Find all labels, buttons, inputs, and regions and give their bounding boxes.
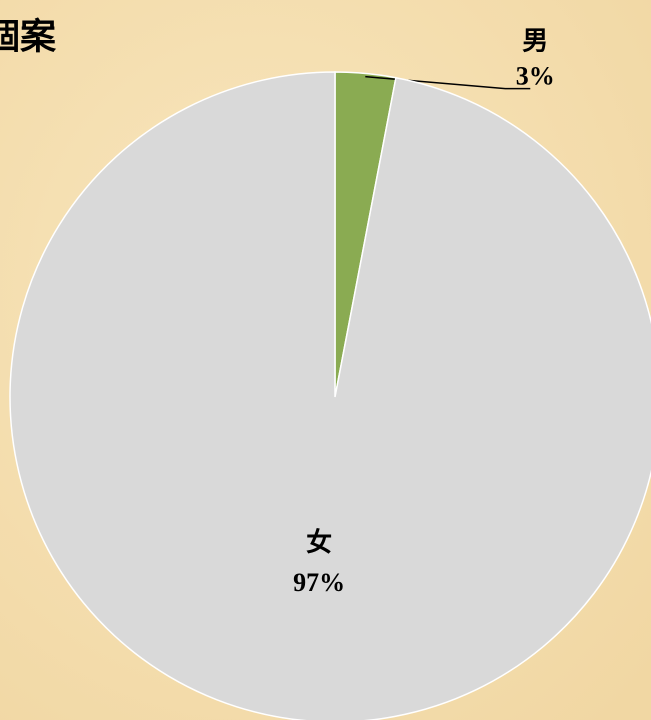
slice-value-label: 3% bbox=[516, 62, 555, 91]
slice-category-label: 男 bbox=[522, 27, 548, 56]
slice-category-label: 女 bbox=[306, 527, 332, 557]
title: 個案 bbox=[0, 16, 57, 56]
slice-value-label: 97% bbox=[293, 568, 345, 597]
pie-slice bbox=[9, 71, 651, 720]
